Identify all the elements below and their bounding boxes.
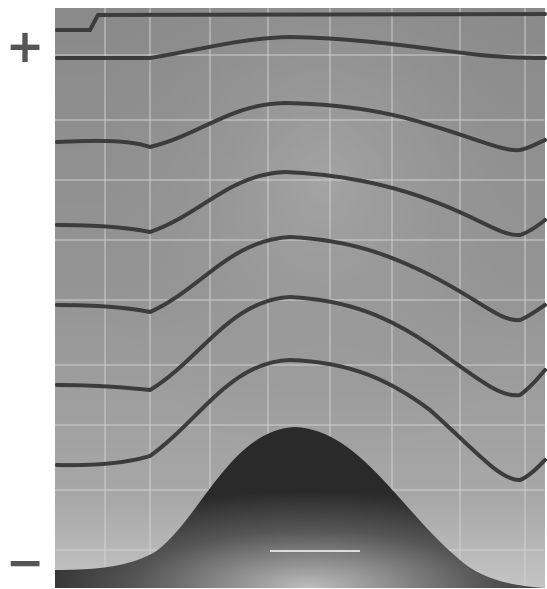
plus-label: + xyxy=(6,19,45,73)
trace-3 xyxy=(55,100,547,153)
dark-hump xyxy=(55,427,545,588)
trace-7 xyxy=(55,357,547,483)
trace-6 xyxy=(55,294,547,398)
minus-label: − xyxy=(6,535,45,589)
trace-1 xyxy=(55,12,547,32)
trace-5 xyxy=(55,234,547,323)
trace-4 xyxy=(55,169,547,238)
trace-2 xyxy=(55,34,547,60)
